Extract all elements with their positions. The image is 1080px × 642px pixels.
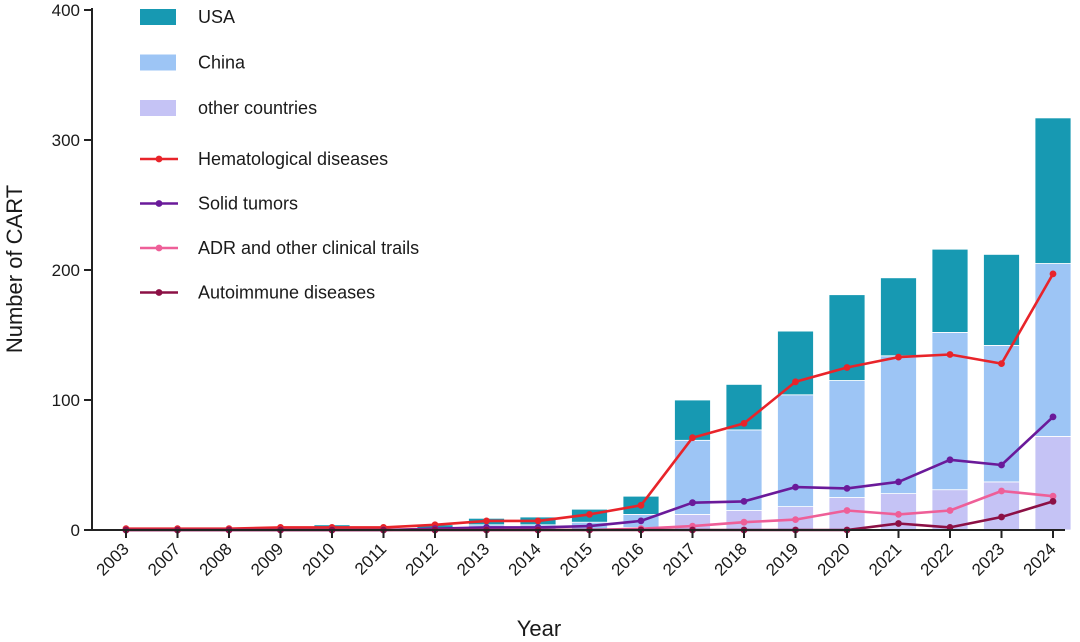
point-solid-tumors-2018 [740, 498, 748, 505]
legend-marker-adr-and-other-clinical-trails [155, 244, 163, 252]
y-axis-title: Number of CART [2, 185, 27, 353]
point-autoimmune-diseases-2021 [895, 520, 902, 527]
x-tick-label-2014: 2014 [505, 539, 545, 579]
point-solid-tumors-2023 [998, 461, 1005, 469]
legend-label-other-countries: other countries [198, 98, 317, 118]
x-tick-label-2020: 2020 [814, 539, 854, 579]
y-tick-label-300: 300 [52, 131, 80, 150]
x-tick-label-2016: 2016 [608, 539, 648, 579]
bar-china-2023 [983, 344, 1020, 483]
bar-series-group [107, 117, 1072, 531]
point-hematological-diseases-2017 [689, 434, 696, 442]
legend-marker-solid-tumors [155, 200, 163, 207]
x-tick-label-2021: 2021 [865, 539, 905, 579]
x-tick-label-2010: 2010 [299, 539, 339, 579]
y-tick-label-200: 200 [52, 261, 80, 280]
point-solid-tumors-2020 [843, 485, 851, 492]
legend-swatch-china [140, 54, 176, 71]
legend-label-china: China [198, 53, 246, 73]
bar-other-countries-2024 [1034, 435, 1072, 531]
x-tick-label-2013: 2013 [453, 539, 493, 579]
point-solid-tumors-2019 [792, 483, 799, 491]
x-tick-label-2012: 2012 [402, 539, 442, 579]
y-tick-label-400: 400 [52, 1, 80, 20]
x-tick-label-2019: 2019 [762, 539, 802, 579]
point-adr-and-other-clinical-trails-2023 [998, 487, 1005, 495]
legend-marker-hematological-diseases [155, 155, 163, 163]
x-tick-label-2009: 2009 [247, 539, 287, 579]
point-solid-tumors-2022 [946, 456, 954, 464]
legend-label-usa: USA [198, 7, 235, 27]
x-tick-label-2003: 2003 [93, 539, 133, 579]
x-tick-label-2018: 2018 [711, 539, 751, 579]
legend-swatch-other-countries [140, 100, 176, 116]
point-adr-and-other-clinical-trails-2021 [895, 511, 902, 518]
x-tick-label-2008: 2008 [196, 539, 236, 579]
bar-usa-2021 [880, 277, 917, 357]
x-tick-label-2007: 2007 [144, 539, 184, 579]
point-adr-and-other-clinical-trails-2019 [792, 516, 799, 523]
x-axis-title: Year [517, 616, 561, 641]
point-hematological-diseases-2014 [534, 517, 542, 525]
legend-label-solid-tumors: Solid tumors [198, 194, 298, 214]
legend-label-adr-and-other-clinical-trails: ADR and other clinical trails [198, 238, 419, 258]
y-tick-label-100: 100 [52, 391, 80, 410]
bar-china-2022 [931, 331, 969, 491]
point-adr-and-other-clinical-trails-2018 [740, 518, 748, 526]
x-tick-label-2017: 2017 [659, 539, 699, 579]
point-adr-and-other-clinical-trails-2024 [1049, 492, 1057, 500]
point-hematological-diseases-2015 [586, 511, 593, 518]
bar-china-2020 [828, 380, 866, 498]
point-hematological-diseases-2013 [483, 517, 490, 525]
point-solid-tumors-2024 [1049, 413, 1057, 421]
point-solid-tumors-2016 [637, 517, 645, 525]
legend-marker-autoimmune-diseases [155, 289, 163, 296]
x-tick-label-2015: 2015 [556, 539, 596, 579]
legend-label-autoimmune-diseases: Autoimmune diseases [198, 283, 375, 303]
point-hematological-diseases-2020 [843, 364, 851, 371]
point-solid-tumors-2017 [689, 499, 696, 507]
bar-usa-2022 [931, 248, 969, 333]
x-tick-label-2011: 2011 [351, 539, 390, 578]
point-adr-and-other-clinical-trails-2020 [843, 507, 851, 514]
bar-usa-2023 [983, 253, 1020, 346]
point-hematological-diseases-2024 [1049, 270, 1057, 278]
point-adr-and-other-clinical-trails-2022 [946, 507, 954, 514]
legend-swatch-usa [140, 9, 176, 25]
x-tick-label-2022: 2022 [917, 539, 957, 579]
bar-china-2024 [1034, 263, 1072, 437]
y-tick-label-0: 0 [71, 521, 80, 540]
point-hematological-diseases-2018 [740, 420, 748, 427]
bar-usa-2019 [777, 330, 814, 396]
point-hematological-diseases-2019 [792, 378, 799, 386]
point-autoimmune-diseases-2023 [998, 513, 1005, 521]
point-hematological-diseases-2022 [946, 351, 954, 358]
point-hematological-diseases-2016 [637, 501, 645, 509]
point-autoimmune-diseases-2024 [1049, 498, 1057, 505]
point-solid-tumors-2021 [895, 478, 902, 486]
x-tick-label-2024: 2024 [1020, 539, 1060, 579]
legend: USA China other countries Hematological dis… [140, 7, 419, 303]
point-hematological-diseases-2023 [998, 360, 1005, 367]
bar-china-2021 [880, 355, 917, 494]
point-hematological-diseases-2021 [895, 353, 902, 361]
x-tick-label-2023: 2023 [968, 539, 1008, 579]
legend-label-hematological-diseases: Hematological diseases [198, 149, 388, 169]
bar-usa-2024 [1034, 117, 1072, 264]
